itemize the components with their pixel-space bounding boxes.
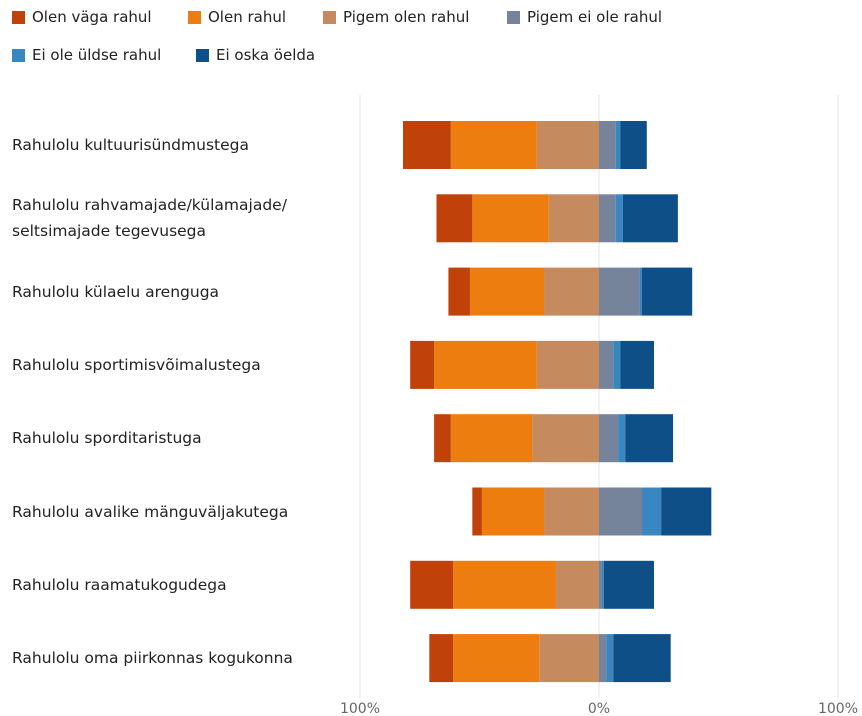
bar-segment — [620, 121, 647, 169]
bar-segment — [436, 194, 473, 243]
category-label: Rahulolu rahvamajade/külamajade/ seltsim… — [12, 196, 287, 241]
bar-segment — [622, 194, 678, 243]
legend-label: Ei oska öelda — [216, 46, 316, 64]
bar-segment — [642, 267, 693, 316]
x-tick-label: 0% — [588, 701, 610, 716]
bar-segment — [620, 340, 654, 389]
legend-item: Pigem ei ole rahul — [507, 8, 662, 26]
bar-segment — [472, 194, 549, 243]
legend-label: Pigem ei ole rahul — [527, 8, 663, 26]
category-label: Rahulolu raamatukogudega — [12, 575, 227, 594]
bar-segment — [434, 340, 537, 389]
legend-label: Olen rahul — [208, 8, 287, 26]
legend-item: Ei ole üldse rahul — [12, 46, 161, 64]
bar-segment — [601, 560, 604, 609]
legend-swatch — [12, 10, 25, 24]
legend-swatch — [196, 48, 209, 62]
bar-segment — [448, 267, 470, 316]
legend-label: Ei ole üldse rahul — [32, 46, 162, 64]
bar-segment — [599, 560, 602, 609]
category-label: Rahulolu avalike mänguväljakutega — [12, 502, 289, 521]
legend-label: Pigem olen rahul — [343, 8, 470, 26]
bar-segment — [599, 634, 607, 683]
bar-segment — [639, 267, 643, 316]
bar-segment — [599, 121, 616, 169]
bar-segment — [469, 267, 545, 316]
bar-segment — [613, 634, 671, 683]
bar-segment — [539, 634, 599, 683]
bar-segment — [618, 414, 626, 463]
legend-swatch — [323, 10, 336, 24]
category-label: Rahulolu sportimisvõimalustega — [12, 355, 261, 374]
bar-segment — [403, 121, 451, 169]
bar-segment — [625, 414, 674, 463]
legend-label: Olen väga rahul — [32, 8, 152, 26]
bar-segment — [472, 487, 482, 536]
bar-segment — [599, 194, 616, 243]
bar-segment — [450, 414, 533, 463]
x-tick-label: 100% — [818, 701, 858, 716]
legend-item: Olen väga rahul — [12, 8, 152, 26]
category-label: Rahulolu kultuurisündmustega — [12, 136, 249, 154]
bar-segment — [615, 194, 623, 243]
bar-segment — [606, 634, 614, 683]
legend-item: Olen rahul — [188, 8, 286, 26]
legend-swatch — [188, 10, 201, 24]
bar-segment — [429, 634, 454, 683]
bar-segment — [536, 340, 599, 389]
bar-segment — [434, 414, 451, 463]
bar-segment — [548, 194, 599, 243]
bar-segment — [410, 340, 435, 389]
bar-segment — [544, 267, 599, 316]
bar-segment — [642, 487, 662, 536]
legend-swatch — [507, 10, 520, 24]
bar-segment — [544, 487, 599, 536]
bar-segment — [536, 121, 599, 169]
bar-segment — [661, 487, 712, 536]
bar-segment — [410, 560, 454, 609]
legend-swatch — [12, 48, 25, 62]
x-tick-label: 100% — [340, 701, 380, 716]
bar-segment — [599, 340, 614, 389]
bar-segment — [599, 414, 619, 463]
bar-segment — [603, 560, 654, 609]
legend-item: Ei oska öelda — [196, 46, 315, 64]
bar-segment — [450, 121, 537, 169]
category-label: Rahulolu sporditaristuga — [12, 429, 202, 448]
bar-segment — [599, 487, 643, 536]
bar-segment — [453, 634, 540, 683]
category-label: Rahulolu külaelu arenguga — [12, 282, 220, 301]
bar-segment — [599, 267, 640, 316]
category-label: Rahulolu oma piirkonnas kogukonna — [12, 649, 293, 668]
bar-segment — [613, 340, 621, 389]
bar-segment — [481, 487, 545, 536]
bar-segment — [615, 121, 621, 169]
bar-segment — [555, 560, 599, 609]
bar-segment — [532, 414, 599, 463]
bar-segment — [453, 560, 556, 609]
legend-item: Pigem olen rahul — [323, 8, 469, 26]
